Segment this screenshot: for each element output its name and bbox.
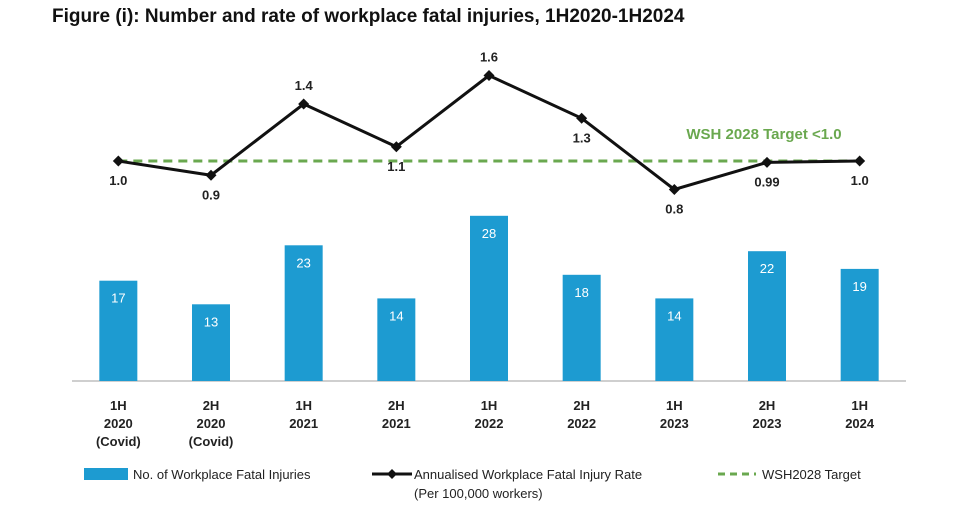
rate-value-label-2: 1.4 (295, 78, 314, 93)
bar-1 (192, 304, 230, 381)
x-tick-label-0-0: 1H (110, 398, 127, 413)
rate-marker-4 (483, 70, 495, 81)
x-tick-label-4-0: 1H (481, 398, 498, 413)
x-tick-label-2-1: 2021 (289, 416, 318, 431)
bar-7 (748, 251, 786, 381)
rate-value-label-0: 1.0 (109, 173, 127, 188)
x-tick-label-8-1: 2024 (845, 416, 875, 431)
x-tick-label-1-1: 2020 (197, 416, 226, 431)
x-tick-label-6-0: 1H (666, 398, 683, 413)
bar-value-label-4: 28 (482, 226, 496, 241)
rate-value-label-4: 1.6 (480, 50, 498, 65)
bar-value-label-6: 14 (667, 308, 681, 323)
legend-target-label: WSH2028 Target (762, 467, 861, 482)
bar-value-label-7: 22 (760, 261, 774, 276)
rate-value-label-3: 1.1 (387, 159, 405, 174)
rate-marker-3 (390, 141, 402, 153)
chart-title: Figure (i): Number and rate of workplace… (52, 6, 685, 27)
x-tick-label-1-2: (Covid) (189, 434, 234, 449)
rate-marker-1 (205, 169, 217, 181)
legend-bar-swatch (84, 468, 128, 480)
x-tick-label-5-0: 2H (573, 398, 590, 413)
legend-bar-label: No. of Workplace Fatal Injuries (133, 467, 311, 482)
bar-value-label-5: 18 (574, 285, 588, 300)
rate-value-label-5: 1.3 (573, 130, 591, 145)
x-tick-label-7-1: 2023 (753, 416, 782, 431)
bar-value-label-8: 19 (852, 279, 866, 294)
x-tick-label-0-2: (Covid) (96, 434, 141, 449)
legend-rate-label-line2: (Per 100,000 workers) (414, 486, 543, 501)
rate-value-label-1: 0.9 (202, 187, 220, 202)
rate-marker-6 (668, 184, 680, 195)
x-tick-label-5-1: 2022 (567, 416, 596, 431)
rate-marker-8 (854, 155, 866, 167)
rate-value-label-8: 1.0 (851, 173, 869, 188)
x-tick-label-6-1: 2023 (660, 416, 689, 431)
bar-value-label-2: 23 (296, 255, 310, 270)
bar-value-label-0: 17 (111, 291, 125, 306)
x-tick-label-0-1: 2020 (104, 416, 133, 431)
x-tick-label-8-0: 1H (851, 398, 868, 413)
bar-6 (655, 298, 694, 381)
target-annotation: WSH 2028 Target <1.0 (686, 126, 841, 143)
rate-value-label-6: 0.8 (665, 202, 683, 217)
x-tick-label-3-1: 2021 (382, 416, 411, 431)
bar-5 (562, 274, 601, 381)
bar-0 (99, 280, 138, 381)
rate-marker-5 (576, 112, 588, 124)
bar-4 (470, 215, 508, 381)
legend-rate-label: Annualised Workplace Fatal Injury Rate (414, 467, 642, 482)
rate-marker-0 (112, 155, 124, 167)
bar-8 (840, 268, 879, 381)
x-tick-label-2-0: 1H (295, 398, 312, 413)
x-tick-label-3-0: 2H (388, 398, 405, 413)
x-tick-label-7-0: 2H (759, 398, 776, 413)
x-tick-label-1-0: 2H (203, 398, 220, 413)
bar-2 (284, 245, 323, 381)
rate-marker-2 (298, 98, 310, 110)
rate-marker-7 (761, 156, 773, 168)
legend-rate-swatch-marker (387, 469, 397, 479)
bar-value-label-1: 13 (204, 314, 218, 329)
bar-value-label-3: 14 (389, 308, 403, 323)
x-tick-label-4-1: 2022 (475, 416, 504, 431)
bar-3 (377, 298, 416, 381)
rate-value-label-7: 0.99 (754, 174, 779, 189)
